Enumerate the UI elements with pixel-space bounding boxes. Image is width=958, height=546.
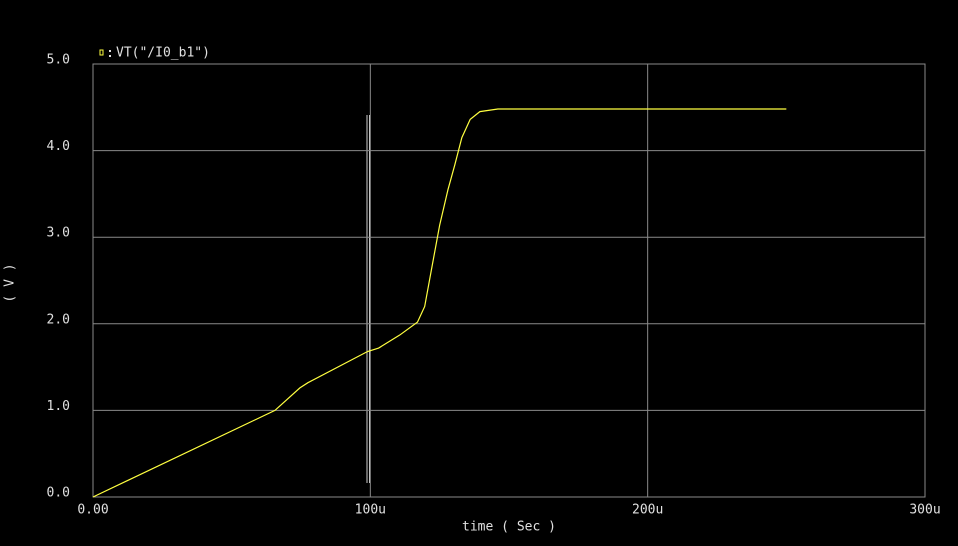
y-tick-label: 5.0	[47, 53, 70, 68]
y-tick-label: 0.0	[47, 486, 70, 501]
series-line	[92, 108, 787, 498]
legend-label: VT("/I0_b1")	[116, 46, 210, 61]
y-tick-label: 2.0	[47, 312, 70, 327]
y-tick-label: 1.0	[47, 399, 70, 414]
legend-colon	[109, 55, 111, 57]
legend-symbol	[99, 49, 104, 56]
x-tick-label: 300u	[909, 503, 940, 518]
legend-colon	[109, 50, 111, 52]
x-tick-label: 200u	[632, 503, 663, 518]
y-tick-label: 4.0	[47, 139, 70, 154]
x-tick-label: 100u	[355, 503, 386, 518]
x-tick-label: 0.00	[77, 503, 108, 518]
y-axis-label: ( V )	[3, 263, 18, 302]
y-tick-label: 3.0	[47, 226, 70, 241]
x-axis-label: time ( Sec )	[462, 520, 556, 535]
